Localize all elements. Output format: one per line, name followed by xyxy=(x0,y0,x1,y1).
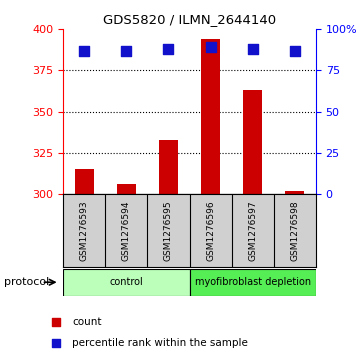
Point xyxy=(123,48,129,53)
Title: GDS5820 / ILMN_2644140: GDS5820 / ILMN_2644140 xyxy=(103,13,276,26)
Point xyxy=(250,46,256,52)
Text: protocol: protocol xyxy=(4,277,49,287)
Point xyxy=(166,46,171,52)
Bar xyxy=(75,170,94,194)
Point xyxy=(53,319,59,325)
Text: myofibroblast depletion: myofibroblast depletion xyxy=(195,277,311,287)
Bar xyxy=(243,90,262,194)
Bar xyxy=(63,269,190,296)
Text: percentile rank within the sample: percentile rank within the sample xyxy=(72,338,248,347)
Point xyxy=(208,44,213,50)
Text: GSM1276594: GSM1276594 xyxy=(122,200,131,261)
Text: GSM1276598: GSM1276598 xyxy=(290,200,299,261)
Point xyxy=(81,48,87,53)
Text: GSM1276593: GSM1276593 xyxy=(80,200,89,261)
Text: GSM1276597: GSM1276597 xyxy=(248,200,257,261)
Text: GSM1276596: GSM1276596 xyxy=(206,200,215,261)
Bar xyxy=(190,269,316,296)
Point xyxy=(292,48,298,53)
Bar xyxy=(117,184,136,194)
Text: count: count xyxy=(72,317,102,327)
Bar xyxy=(159,140,178,194)
Point xyxy=(53,340,59,346)
Bar xyxy=(285,191,304,194)
Text: GSM1276595: GSM1276595 xyxy=(164,200,173,261)
Text: control: control xyxy=(109,277,143,287)
Bar xyxy=(201,39,220,194)
